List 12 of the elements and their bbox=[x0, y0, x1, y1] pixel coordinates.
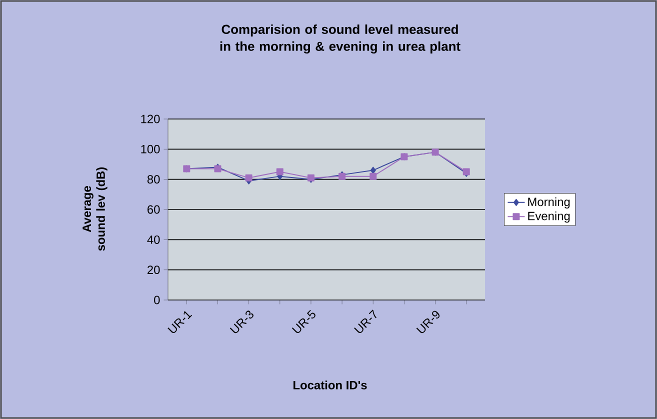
y-tick-label: 80 bbox=[147, 175, 160, 184]
y-tick-label: 0 bbox=[154, 296, 160, 304]
y-tick-label: 120 bbox=[141, 114, 160, 124]
y-tick-label: 60 bbox=[148, 205, 160, 214]
x-axis-title: Location ID's bbox=[294, 380, 367, 390]
legend-label: Morning bbox=[528, 197, 570, 208]
legend-label: Evening bbox=[528, 212, 570, 223]
y-tick-label: 20 bbox=[148, 266, 160, 274]
y-axis-title: Average sound lev (dB) bbox=[82, 167, 108, 251]
y-tick-label: 40 bbox=[147, 235, 160, 244]
y-tick-label: 100 bbox=[141, 144, 160, 154]
chart-title: Comparision of sound level measured in the morning & evening in urea plant bbox=[220, 24, 460, 54]
